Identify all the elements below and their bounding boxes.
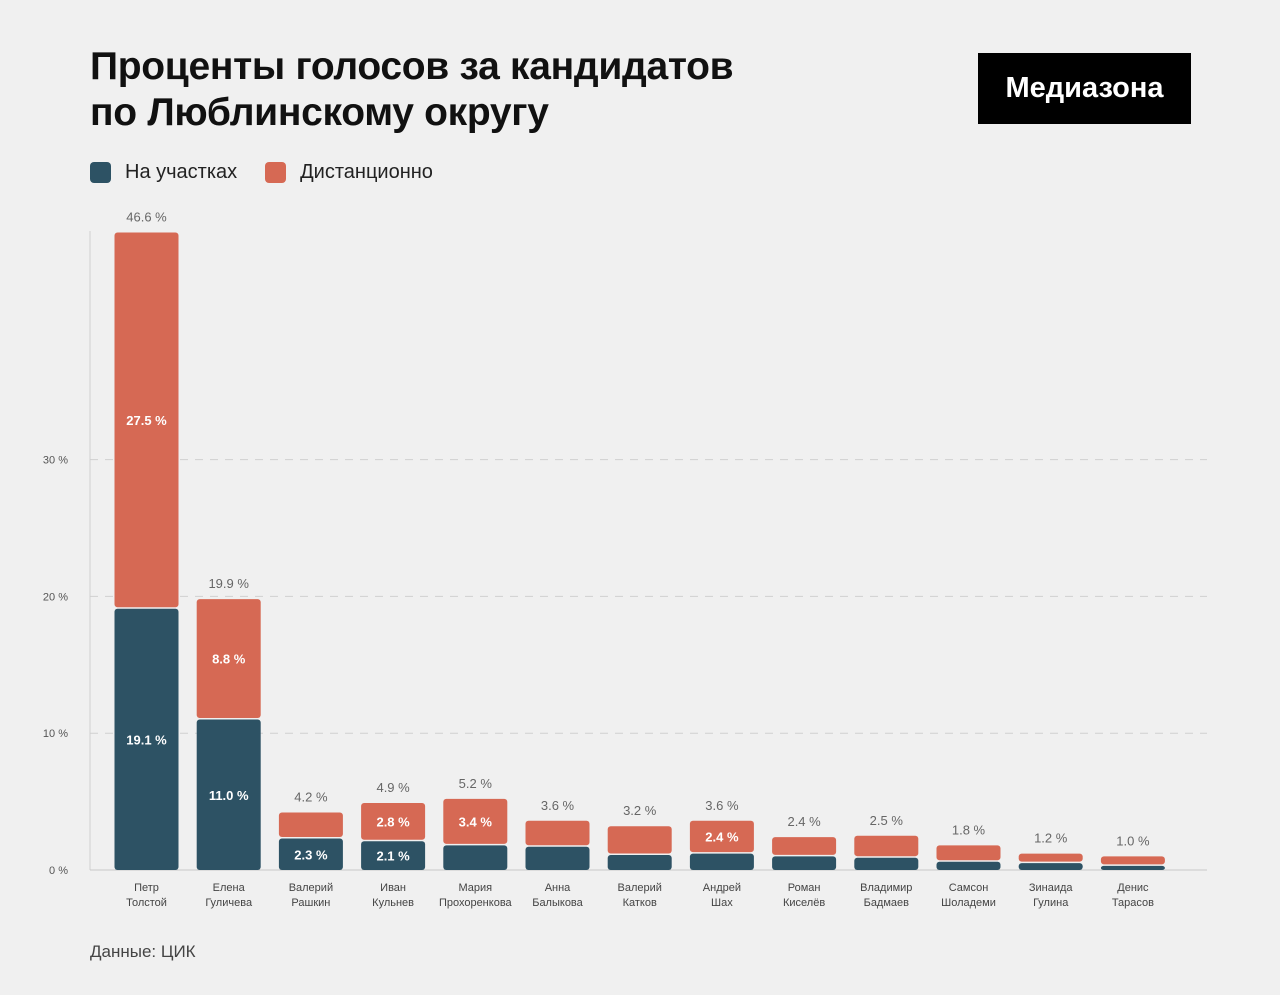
x-tick-label-line-1: Анна [545, 882, 571, 894]
bar-segment-remote [525, 820, 590, 846]
bar-segment-remote [1018, 853, 1083, 862]
legend-item-remote: Дистанционно [265, 161, 433, 184]
bar-segment-remote [361, 802, 426, 840]
y-tick-label: 20 % [43, 591, 68, 603]
x-tick-label-line-1: Андрей [703, 882, 741, 894]
bar-segment-remote [772, 837, 837, 855]
x-tick-label-line-2: Шоладеми [941, 897, 996, 909]
x-tick-label-line-2: Толстой [126, 897, 167, 909]
bar-segment-remote [936, 845, 1001, 861]
x-tick-label-line-2: Гуличева [205, 897, 253, 909]
legend-label-remote: Дистанционно [300, 161, 433, 183]
legend-item-onsite: На участках [90, 161, 237, 184]
bar-segment-remote [854, 835, 919, 857]
x-tick-label-line-2: Рашкин [291, 897, 330, 909]
total-label: 2.5 % [870, 813, 904, 828]
x-tick-label-line-2: Шах [711, 897, 733, 909]
total-label: 1.2 % [1034, 831, 1068, 846]
legend-swatch-remote [265, 162, 287, 183]
total-label: 3.2 % [623, 803, 657, 818]
x-tick-label-line-1: Валерий [289, 882, 333, 894]
bar-segment-remote [196, 599, 261, 719]
x-tick-label-line-2: Катков [623, 897, 657, 909]
bar-segment-onsite [278, 838, 343, 870]
data-label-onsite: 19.1 % [126, 732, 167, 747]
y-tick-label: 30 % [43, 455, 68, 467]
y-tick-label: 10 % [43, 728, 68, 740]
y-tick-label: 0 % [49, 865, 68, 877]
x-tick-label-line-1: Мария [458, 882, 492, 894]
x-tick-label-line-1: Валерий [617, 882, 661, 894]
x-tick-label-line-2: Прохоренкова [439, 897, 513, 909]
x-tick-label-line-1: Петр [134, 882, 159, 894]
x-tick-label-line-2: Тарасов [1112, 897, 1154, 909]
bar-segment-remote [1100, 856, 1165, 865]
bar-segment-onsite [936, 861, 1001, 870]
bar-segment-onsite [607, 854, 672, 870]
total-label: 3.6 % [705, 798, 739, 813]
data-label-remote: 2.4 % [705, 829, 739, 844]
data-label-remote: 2.8 % [376, 814, 410, 829]
bar-segment-remote [689, 820, 754, 853]
bar-segment-onsite [854, 857, 919, 870]
total-label: 3.6 % [541, 798, 575, 813]
legend-label-onsite: На участках [125, 161, 238, 183]
x-tick-label-line-2: Кульнев [372, 897, 414, 909]
bar-segment-onsite [196, 719, 261, 870]
total-label: 19.9 % [208, 576, 249, 591]
bar-segment-remote [607, 826, 672, 854]
data-label-onsite: 11.0 % [209, 788, 249, 803]
bar-segment-remote [278, 812, 343, 838]
bar-segment-onsite [525, 846, 590, 870]
total-label: 1.0 % [1116, 833, 1150, 848]
bar-segment-remote [443, 798, 508, 844]
bar-segment-onsite [443, 845, 508, 870]
title-line-2: по Люблинскому округу [90, 91, 549, 134]
total-label: 4.9 % [376, 780, 410, 795]
x-tick-label-line-1: Роман [788, 882, 821, 894]
x-tick-label-line-2: Балыкова [532, 897, 583, 909]
bar-segment-onsite [361, 841, 426, 870]
bar-segment-remote [114, 232, 179, 608]
x-tick-label-line-2: Киселёв [783, 897, 825, 909]
data-label-remote: 8.8 % [212, 652, 246, 667]
bar-segment-onsite [114, 608, 179, 870]
data-label-onsite: 2.3 % [294, 847, 328, 862]
bar-segment-onsite [772, 856, 837, 870]
bar-segment-onsite [1100, 865, 1165, 870]
title-line-1: Проценты голосов за кандидатов [90, 45, 734, 88]
bar-segment-onsite [689, 853, 754, 870]
total-label: 2.4 % [787, 814, 821, 829]
x-tick-label-line-2: Бадмаев [864, 897, 910, 909]
x-tick-label-line-1: Владимир [860, 882, 912, 894]
total-label: 4.2 % [294, 790, 328, 805]
data-label-remote: 27.5 % [126, 413, 167, 428]
total-label: 1.8 % [952, 822, 986, 837]
bar-segment-onsite [1018, 863, 1083, 870]
legend: На участках Дистанционно [90, 161, 461, 184]
x-tick-label-line-2: Гулина [1033, 897, 1069, 909]
x-tick-label-line-1: Елена [213, 882, 246, 894]
chart-title: Проценты голосов за кандидатов по Люблин… [90, 44, 850, 136]
data-label-remote: 3.4 % [459, 814, 493, 829]
legend-swatch-onsite [90, 162, 111, 183]
data-label-onsite: 2.1 % [376, 849, 410, 864]
mediazona-logo: Медиазона [978, 53, 1191, 124]
logo-text: Медиазона [1005, 72, 1164, 104]
total-label: 5.2 % [459, 776, 493, 791]
x-tick-label-line-1: Денис [1117, 882, 1149, 894]
data-source: Данные: ЦИК [90, 942, 196, 961]
total-label: 46.6 % [126, 210, 167, 225]
x-tick-label-line-1: Самсон [949, 882, 989, 894]
x-tick-label-line-1: Иван [380, 882, 406, 894]
x-tick-label-line-1: Зинаида [1029, 882, 1074, 894]
